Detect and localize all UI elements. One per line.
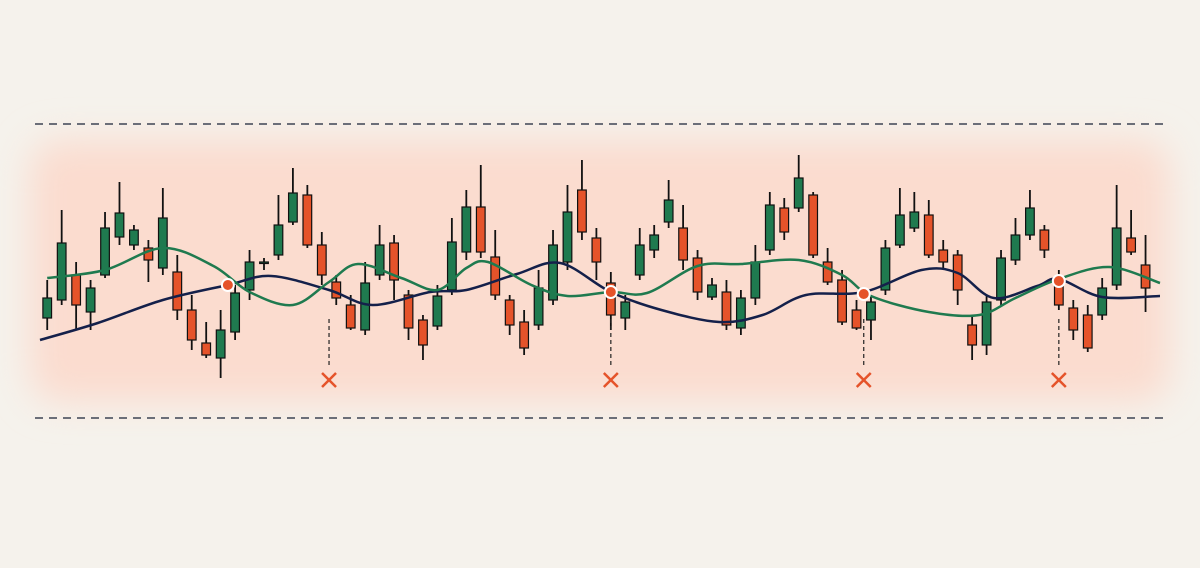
candle-body	[1068, 307, 1079, 331]
moving-average	[39, 261, 1161, 342]
candle-body	[634, 244, 645, 276]
candle-body	[591, 237, 602, 263]
exit-marker	[855, 372, 872, 388]
candle-body	[923, 214, 934, 256]
candle-body	[837, 279, 847, 323]
candle-body	[649, 234, 660, 251]
candle-body	[721, 291, 732, 326]
candle-body	[331, 281, 342, 299]
candle-body	[851, 309, 862, 329]
candle-body	[779, 207, 790, 233]
candle-body	[504, 299, 515, 326]
candle-body	[866, 301, 876, 321]
candle-body	[938, 249, 949, 263]
candle-body	[1097, 287, 1108, 316]
candle-body	[822, 261, 833, 283]
candle-body	[85, 287, 96, 313]
candle-body	[273, 224, 284, 256]
candle-body	[996, 257, 1006, 301]
candle-body	[764, 204, 775, 251]
candle-body	[316, 244, 327, 276]
candle-body	[894, 214, 905, 246]
candle-body	[71, 274, 82, 306]
crossover-dot	[1051, 274, 1066, 288]
candle-body	[707, 284, 717, 298]
candle-body	[967, 324, 978, 346]
candle-body	[548, 244, 558, 301]
candle-body	[345, 304, 356, 329]
candle-body	[750, 261, 761, 299]
candle-body	[880, 247, 891, 291]
candle-body	[1126, 237, 1137, 253]
candle-body	[56, 242, 67, 301]
candle-body	[461, 206, 472, 253]
candle-body	[735, 297, 746, 329]
exit-marker	[321, 372, 337, 388]
candle-body	[576, 189, 587, 233]
candle-body	[230, 292, 241, 333]
candle-body	[1082, 314, 1093, 349]
candle-body	[403, 294, 414, 329]
candle-body	[678, 227, 689, 261]
exit-marker	[1050, 372, 1067, 388]
candle-body	[287, 192, 298, 223]
candle-body	[533, 287, 544, 326]
candle-body	[1024, 207, 1035, 236]
candle-body	[909, 211, 920, 229]
candle-body	[605, 282, 616, 316]
candle-body	[201, 342, 212, 356]
crossover-dot	[603, 285, 618, 299]
candle-body	[808, 194, 819, 256]
candle-body	[259, 261, 269, 265]
candle-body	[157, 217, 168, 269]
candle-body	[114, 212, 125, 238]
candle-body	[432, 295, 443, 327]
candle-body	[42, 297, 53, 319]
crossover-dot	[220, 278, 235, 292]
candle-body	[692, 257, 703, 293]
highlight-band	[30, 140, 1170, 402]
candle-body	[490, 256, 501, 296]
candle-body	[186, 309, 197, 341]
candle-body	[129, 229, 139, 246]
exit-marker	[602, 372, 619, 388]
candle-body	[663, 199, 674, 223]
moving-average	[47, 246, 1161, 318]
candle-body	[562, 211, 573, 263]
candle-body	[981, 301, 992, 346]
candle-body	[1111, 227, 1122, 286]
candle-body	[360, 282, 371, 331]
candle-body	[244, 261, 255, 291]
candle-body	[172, 271, 183, 311]
candle-body	[215, 329, 226, 359]
candle-body	[620, 301, 631, 319]
candle-body	[389, 242, 400, 281]
candle-body	[100, 227, 110, 276]
candle-body	[418, 319, 428, 346]
candle-body	[519, 321, 530, 349]
candle-body	[302, 194, 313, 246]
crossover-dot	[856, 287, 871, 301]
candle-body	[793, 177, 804, 209]
candle-body	[475, 206, 486, 253]
candle-body	[1039, 229, 1050, 251]
candle-body	[374, 244, 385, 276]
candle-body	[1010, 234, 1021, 261]
